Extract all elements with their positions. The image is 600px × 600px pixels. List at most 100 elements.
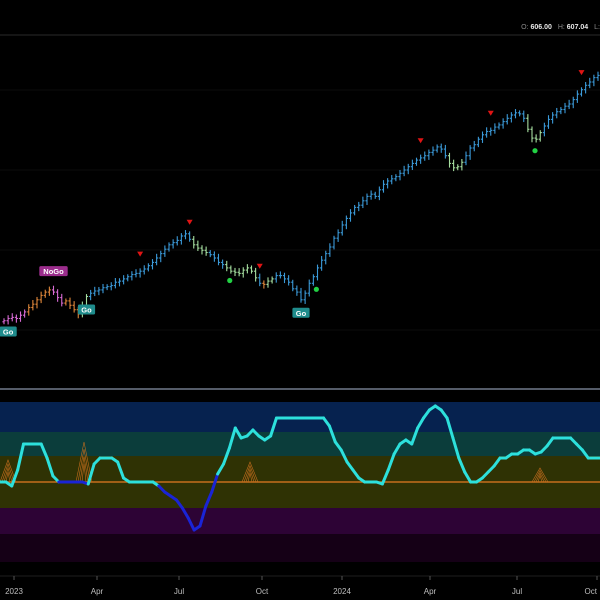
price-bar — [369, 190, 373, 200]
x-axis-tick-label: Jul — [512, 587, 522, 596]
squeeze-cone-line — [0, 459, 17, 483]
x-axis-tick-label: Apr — [424, 587, 437, 596]
oscillator-segment — [339, 448, 349, 464]
price-bar — [262, 280, 266, 289]
price-bar — [204, 246, 208, 256]
price-bar — [18, 311, 23, 322]
price-bar — [229, 265, 233, 274]
price-bar — [546, 115, 551, 129]
x-axis-tick-label: Oct — [256, 587, 269, 596]
price-bar — [64, 298, 68, 306]
price-bar — [460, 159, 464, 171]
price-bar — [221, 259, 225, 269]
price-bar — [216, 253, 221, 266]
low-label: L: — [594, 24, 600, 31]
price-bar — [188, 231, 192, 242]
oscillator-line — [0, 404, 600, 532]
price-bar — [357, 201, 361, 212]
price-bar — [538, 130, 542, 142]
price-bar — [431, 146, 435, 156]
label-text: NoGo — [43, 267, 64, 276]
price-bar — [476, 136, 480, 148]
high-value: 607.04 — [566, 24, 589, 31]
x-axis-tick-label: Jul — [174, 587, 184, 596]
price-bar — [175, 236, 179, 246]
squeeze-cone-line — [5, 471, 11, 483]
label-box — [77, 304, 96, 315]
price-bar — [2, 318, 6, 325]
price-bar — [6, 315, 10, 325]
oscillator-segment — [269, 416, 278, 438]
price-bar — [414, 157, 419, 166]
oscillator-segment — [439, 408, 449, 420]
squeeze-cone-line — [79, 456, 89, 483]
price-bar — [579, 87, 584, 97]
oscillator-segment — [445, 416, 455, 440]
oscillator-segment — [345, 460, 355, 472]
price-bar — [278, 271, 282, 279]
price-bar — [559, 107, 563, 115]
price-bar — [208, 250, 212, 258]
price-bar — [493, 123, 497, 134]
price-bar — [464, 151, 468, 166]
oscillator-segment — [386, 452, 396, 472]
price-bar — [443, 144, 447, 159]
price-bar — [365, 193, 369, 205]
price-bar — [295, 285, 299, 296]
price-bar — [212, 251, 216, 262]
price-bar — [10, 313, 14, 322]
squeeze-cone-line — [243, 464, 257, 483]
price-bar — [27, 304, 31, 316]
price-bar — [567, 99, 571, 110]
oscillator-segment — [198, 504, 208, 528]
price-bar — [348, 209, 353, 222]
price-bar — [134, 269, 138, 278]
label-text: Go — [3, 328, 14, 337]
price-bar — [427, 149, 431, 160]
price-bar — [14, 314, 18, 323]
price-bar — [291, 279, 295, 292]
price-bar — [117, 278, 122, 287]
sell-signal-triangle — [256, 263, 263, 269]
price-bar — [324, 250, 328, 265]
price-bar — [505, 114, 509, 125]
price-bar — [551, 112, 555, 124]
sell-signal-triangle — [417, 138, 424, 144]
price-bar — [282, 272, 287, 284]
price-bar — [72, 301, 76, 313]
price-bar — [109, 282, 113, 291]
x-axis-tick-label: 2023 — [5, 587, 23, 596]
oscillator-segment — [463, 470, 473, 484]
price-bar — [472, 140, 476, 152]
price-bar — [447, 152, 452, 168]
price-bar — [97, 287, 101, 296]
price-bar — [241, 267, 245, 278]
squeeze-cone-line — [531, 467, 549, 483]
signal-marks — [86, 70, 585, 312]
price-bar — [113, 278, 117, 289]
price-bar — [596, 71, 600, 81]
oscillator-segment — [16, 442, 26, 472]
price-bar — [270, 276, 274, 284]
price-bar — [93, 286, 97, 297]
oscillator-segment — [545, 436, 555, 448]
price-bar — [456, 164, 460, 171]
price-bar — [410, 159, 414, 170]
price-bar — [468, 145, 472, 160]
price-bar — [254, 267, 258, 282]
price-bars — [2, 71, 600, 325]
price-bar — [35, 296, 39, 309]
oscillator-segment — [380, 468, 390, 486]
price-bar — [200, 245, 204, 255]
oscillator-segment — [222, 446, 231, 466]
price-bar — [163, 245, 167, 257]
oscillator-segment — [39, 442, 49, 460]
go-label: Go — [292, 307, 310, 318]
price-bar — [489, 127, 493, 136]
go-signal-dot — [532, 148, 538, 154]
high-label: H: — [557, 24, 565, 31]
price-bar — [155, 253, 159, 266]
ohlc-readout: O: 606.00 H: 607.04 L: — [517, 24, 600, 31]
oscillator-segment — [116, 460, 126, 480]
price-bar — [192, 236, 196, 249]
